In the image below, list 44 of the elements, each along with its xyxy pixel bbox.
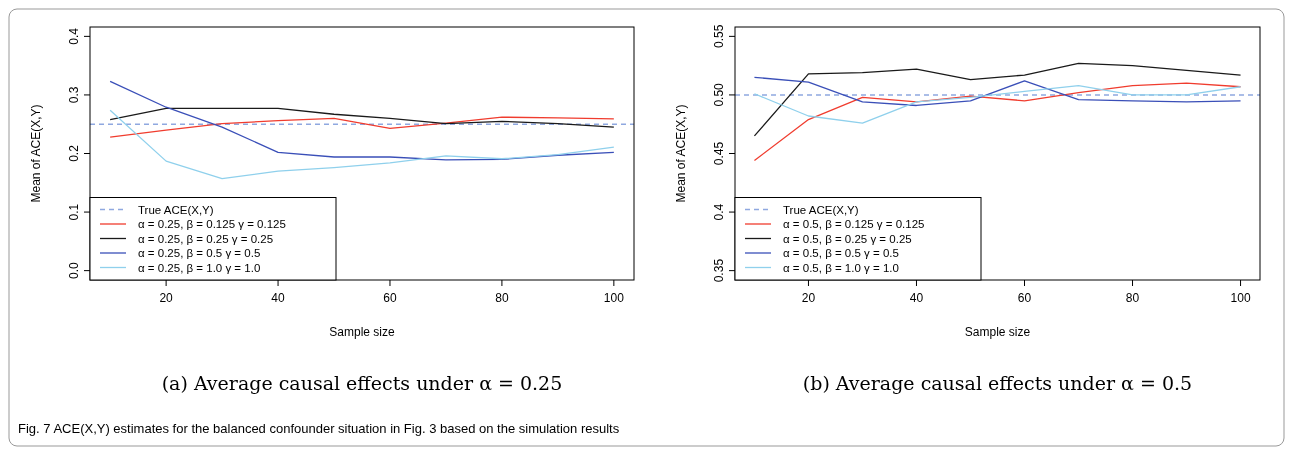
- y-tick-label: 0.50: [712, 82, 726, 107]
- y-tick-label: 0.0: [67, 261, 81, 279]
- legend-label: α = 0.25, β = 0.25 γ = 0.25: [138, 232, 274, 245]
- legend-label: α = 0.25, β = 1.0 γ = 1.0: [138, 261, 261, 274]
- text: (b) Average causal effects under α = 0.5: [802, 372, 1193, 394]
- y-tick-label: 0.1: [67, 203, 81, 221]
- x-tick-label: 100: [603, 291, 625, 305]
- x-axis-title: Sample size: [964, 325, 1031, 339]
- legend-label: True ACE(X,Y): [138, 203, 214, 216]
- line-series: [109, 109, 615, 180]
- x-tick-label: 40: [271, 291, 286, 305]
- legend-label: True ACE(X,Y): [783, 203, 859, 216]
- legend-label: α = 0.25, β = 0.5 γ = 0.5: [138, 247, 261, 259]
- x-tick-label: 60: [1017, 291, 1032, 305]
- y-tick-label: 0.55: [712, 24, 726, 49]
- legend-label: α = 0.5, β = 0.125 γ = 0.125: [783, 218, 925, 230]
- y-tick-label: 0.3: [67, 86, 81, 104]
- caption: Fig. 7 ACE(X,Y) estimates for the balanced confounder situation in Fig. 3 based on the simulation results: [18, 421, 620, 436]
- x-tick-label: 20: [159, 291, 174, 305]
- x-axis-title: Sample size: [329, 325, 395, 339]
- y-axis-title: Mean of ACE(X,Y): [674, 104, 688, 203]
- y-tick-label: 0.35: [712, 258, 726, 283]
- legend-label: α = 0.5, β = 1.0 γ = 1.0: [783, 261, 899, 274]
- legend-label: α = 0.5, β = 0.25 γ = 0.25: [783, 232, 912, 245]
- line-series: [753, 76, 1242, 107]
- legend-label: α = 0.5, β = 0.5 γ = 0.5: [783, 247, 899, 259]
- y-tick-label: 0.4: [712, 203, 726, 221]
- y-tick-label: 0.2: [67, 144, 81, 162]
- line-series: [109, 116, 615, 138]
- x-tick-label: 100: [1230, 291, 1251, 305]
- x-tick-label: 60: [383, 291, 397, 305]
- line-series: [753, 84, 1242, 124]
- x-tick-label: 80: [495, 291, 509, 305]
- y-axis-title: Mean of ACE(X,Y): [29, 104, 43, 203]
- line-series: [109, 107, 615, 128]
- legend-label: α = 0.25, β = 0.125 γ = 0.125: [138, 218, 286, 230]
- text: (a) Average causal effects under α = 0.25: [161, 372, 563, 394]
- x-tick-label: 40: [909, 291, 924, 305]
- line-series: [753, 62, 1242, 137]
- line-series: [109, 80, 615, 161]
- x-tick-label: 20: [801, 291, 816, 305]
- y-tick-label: 0.45: [712, 141, 726, 166]
- x-tick-label: 80: [1125, 291, 1140, 305]
- y-tick-label: 0.4: [67, 27, 81, 45]
